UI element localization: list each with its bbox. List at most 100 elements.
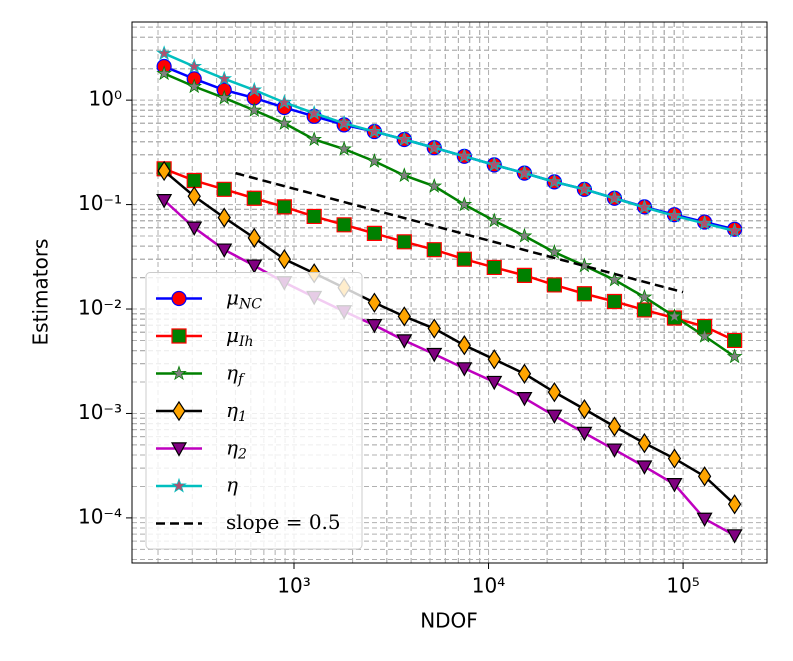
marker — [637, 432, 652, 454]
marker — [306, 104, 323, 120]
marker — [606, 443, 623, 458]
y-tick-label: 10⁰ — [89, 87, 122, 111]
marker — [171, 365, 187, 381]
marker — [157, 160, 171, 182]
marker — [396, 167, 413, 183]
marker — [276, 199, 292, 215]
marker — [456, 362, 473, 377]
marker — [306, 131, 323, 147]
marker — [606, 190, 623, 205]
marker — [366, 153, 383, 168]
marker — [636, 288, 653, 304]
marker — [606, 271, 623, 287]
y-axis-label: Estimators — [29, 239, 53, 346]
legend-box — [145, 272, 363, 550]
y-tick-label: 10⁻³ — [78, 400, 122, 424]
legend-label: η2 — [226, 435, 247, 463]
marker — [486, 375, 503, 391]
marker — [217, 207, 231, 228]
marker — [367, 292, 382, 313]
marker — [726, 348, 743, 364]
marker — [487, 349, 501, 370]
reference-line — [235, 171, 684, 294]
marker — [547, 381, 562, 403]
legend-label: η — [226, 473, 238, 497]
legend-label: slope = 0.5 — [226, 510, 341, 534]
marker — [577, 398, 592, 420]
x-axis-label: NDOF — [420, 609, 478, 633]
marker — [216, 70, 233, 86]
marker — [171, 477, 187, 493]
marker — [697, 466, 712, 487]
legend-label: ηf — [226, 360, 246, 388]
marker — [516, 227, 533, 243]
marker — [727, 332, 743, 349]
marker — [607, 416, 622, 437]
marker — [186, 221, 203, 236]
marker — [726, 529, 743, 544]
marker — [171, 290, 187, 307]
y-tick-label: 10⁻¹ — [78, 191, 122, 215]
marker — [366, 123, 383, 139]
marker — [636, 460, 653, 475]
marker — [216, 243, 233, 258]
marker — [172, 400, 186, 422]
marker — [396, 234, 412, 250]
marker — [156, 194, 173, 209]
marker — [636, 199, 653, 215]
marker — [456, 196, 473, 212]
marker — [486, 212, 503, 228]
marker — [457, 335, 472, 356]
y-tick-label: 10⁻² — [78, 296, 122, 320]
marker — [336, 217, 352, 233]
marker — [486, 259, 502, 276]
legend-label: μNC — [226, 285, 262, 313]
marker — [426, 177, 443, 193]
marker — [277, 248, 292, 270]
marker — [426, 242, 442, 258]
series-line — [163, 169, 736, 506]
marker — [516, 392, 533, 407]
marker — [336, 115, 352, 130]
marker — [516, 164, 533, 180]
marker — [456, 251, 472, 267]
marker — [576, 286, 593, 302]
marker — [666, 308, 683, 324]
marker — [397, 306, 411, 327]
marker — [517, 363, 532, 384]
marker — [546, 409, 563, 425]
marker — [667, 448, 682, 469]
marker — [156, 65, 172, 81]
marker — [246, 190, 262, 206]
marker — [426, 139, 443, 155]
marker — [186, 172, 202, 189]
marker — [456, 148, 473, 163]
marker — [246, 102, 263, 117]
marker — [696, 512, 713, 528]
marker — [186, 78, 203, 94]
marker — [486, 156, 503, 172]
marker — [306, 208, 322, 225]
marker — [426, 347, 443, 363]
x-tick-label: 10⁵ — [666, 574, 699, 598]
marker — [246, 81, 263, 97]
marker — [396, 334, 413, 349]
marker — [186, 58, 203, 74]
x-tick-label: 10⁴ — [472, 574, 505, 598]
marker — [727, 494, 742, 515]
marker — [171, 328, 187, 344]
marker — [276, 115, 293, 130]
marker — [216, 89, 233, 105]
marker — [546, 243, 563, 259]
marker — [276, 94, 293, 110]
marker — [576, 181, 593, 196]
marker — [396, 131, 413, 147]
marker — [247, 227, 261, 249]
marker — [636, 302, 653, 318]
marker — [156, 45, 172, 61]
marker — [576, 426, 593, 442]
marker — [516, 267, 533, 283]
marker — [696, 215, 713, 231]
marker — [366, 225, 382, 241]
